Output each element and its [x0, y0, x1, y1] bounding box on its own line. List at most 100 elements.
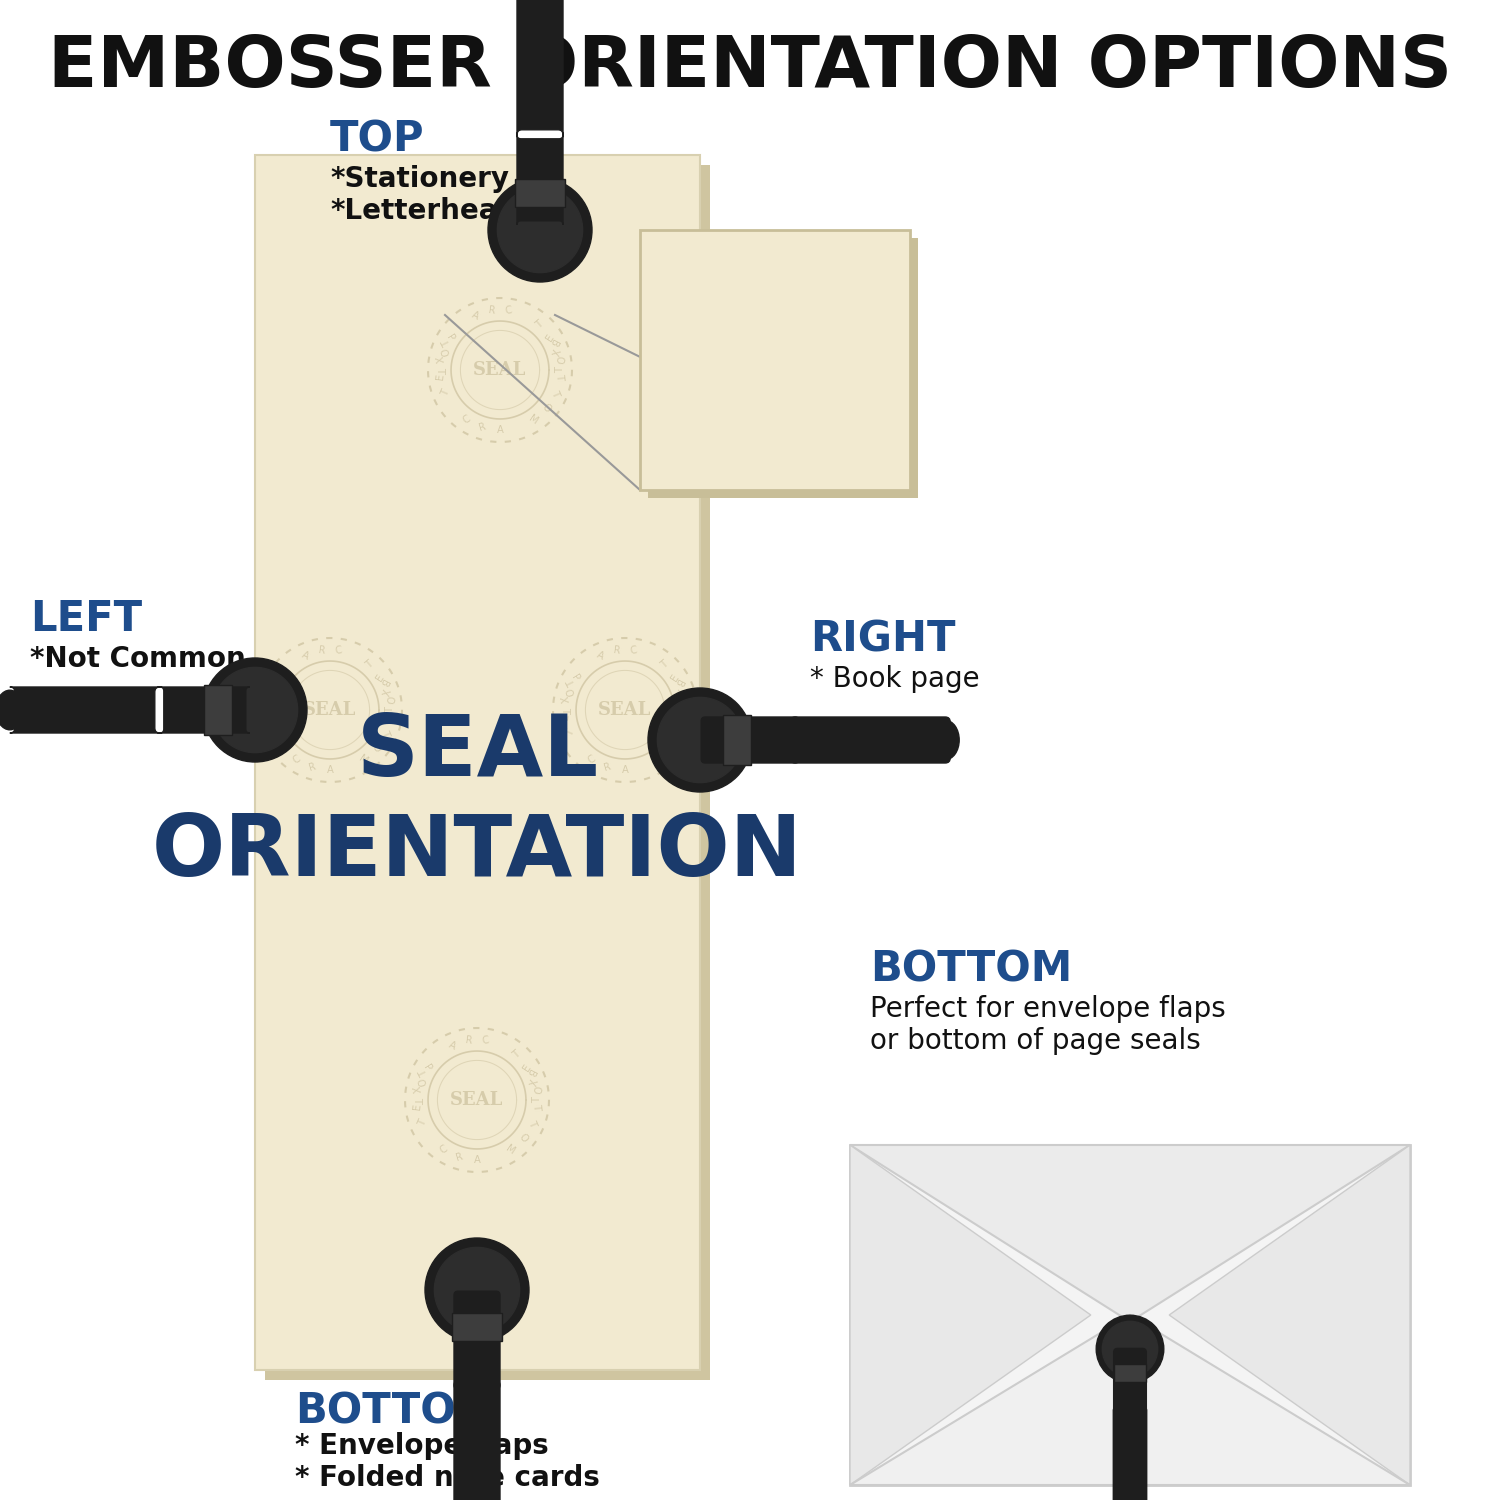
Text: C: C: [780, 296, 792, 310]
Text: X: X: [266, 694, 276, 703]
FancyBboxPatch shape: [518, 135, 562, 225]
Text: T: T: [1170, 1276, 1176, 1281]
Text: RIGHT: RIGHT: [810, 618, 956, 660]
Bar: [648, 238, 918, 498]
Text: C: C: [334, 645, 342, 657]
Text: O: O: [382, 694, 394, 703]
Circle shape: [1102, 1322, 1158, 1377]
Text: O: O: [844, 360, 859, 374]
Text: M: M: [357, 753, 369, 766]
Text: C: C: [1132, 1228, 1138, 1234]
Polygon shape: [850, 1316, 1410, 1485]
FancyBboxPatch shape: [454, 1380, 500, 1500]
Text: X: X: [435, 356, 447, 363]
Text: T: T: [1086, 1288, 1094, 1294]
Text: X: X: [690, 362, 705, 372]
Text: SEAL: SEAL: [474, 362, 526, 380]
Text: *Not Common: *Not Common: [30, 645, 246, 674]
Circle shape: [424, 1238, 530, 1342]
Text: R: R: [746, 448, 759, 464]
FancyBboxPatch shape: [700, 717, 800, 764]
Text: O: O: [678, 694, 690, 703]
Text: R: R: [759, 296, 770, 310]
Text: C: C: [504, 306, 513, 316]
Text: O: O: [267, 688, 279, 699]
Text: T: T: [1088, 1251, 1095, 1258]
Circle shape: [488, 178, 592, 282]
Text: T: T: [698, 339, 712, 351]
Text: C: C: [586, 754, 597, 766]
Text: T: T: [819, 314, 834, 328]
Text: T: T: [510, 1048, 522, 1060]
Text: T: T: [272, 678, 282, 688]
Text: T: T: [386, 706, 394, 712]
Text: C: C: [438, 1144, 450, 1156]
Text: T: T: [694, 405, 709, 418]
Text: O: O: [1084, 1258, 1092, 1266]
Text: A: A: [496, 424, 504, 435]
Text: O: O: [414, 1078, 426, 1089]
Circle shape: [435, 1248, 519, 1332]
Text: T: T: [554, 374, 564, 380]
Text: M: M: [651, 753, 664, 766]
FancyBboxPatch shape: [10, 687, 160, 734]
Text: R: R: [1120, 1228, 1126, 1234]
Text: X: X: [1084, 1263, 1090, 1269]
Text: T: T: [680, 706, 690, 712]
Text: R: R: [1114, 1312, 1120, 1318]
Bar: [204, 686, 232, 735]
Text: O: O: [530, 1084, 542, 1094]
Text: E: E: [266, 712, 276, 720]
Text: T: T: [435, 368, 445, 374]
Text: E: E: [690, 386, 703, 394]
Text: * Envelope flaps
* Folded note cards: * Envelope flaps * Folded note cards: [296, 1432, 600, 1492]
Text: E: E: [669, 672, 681, 682]
Text: B: B: [548, 338, 560, 348]
Text: A: A: [596, 650, 606, 662]
Text: T: T: [380, 729, 390, 738]
Text: T: T: [564, 729, 576, 738]
Text: B: B: [524, 1068, 537, 1078]
Text: X: X: [676, 688, 688, 698]
Text: R: R: [478, 422, 488, 434]
Text: X: X: [843, 352, 858, 364]
Text: SEAL: SEAL: [598, 700, 651, 718]
Text: A: A: [771, 453, 780, 466]
FancyBboxPatch shape: [160, 687, 250, 734]
Text: E: E: [1084, 1276, 1090, 1281]
Text: M: M: [1149, 1306, 1158, 1314]
Text: R: R: [612, 645, 621, 657]
Text: E: E: [561, 712, 572, 720]
Text: O: O: [664, 742, 676, 754]
Text: O: O: [827, 423, 844, 439]
Text: O: O: [436, 348, 448, 358]
Bar: [514, 180, 566, 207]
Text: X: X: [381, 688, 393, 698]
Text: TOP: TOP: [330, 118, 424, 160]
Text: M: M: [526, 414, 540, 426]
Text: M: M: [810, 438, 826, 454]
Text: E: E: [834, 332, 849, 345]
Polygon shape: [850, 1144, 1410, 1322]
Text: A: A: [621, 765, 628, 776]
Text: O: O: [692, 351, 706, 366]
Text: T: T: [680, 712, 690, 720]
Bar: [266, 165, 710, 1380]
Circle shape: [1096, 1316, 1164, 1383]
Text: X: X: [528, 1078, 540, 1088]
Text: O: O: [554, 354, 564, 364]
Text: R: R: [488, 306, 495, 316]
Text: E: E: [413, 1102, 423, 1110]
Text: X: X: [561, 694, 572, 703]
Text: T: T: [674, 729, 686, 738]
Text: P: P: [422, 1062, 432, 1072]
Text: X: X: [1168, 1258, 1174, 1266]
Text: P: P: [700, 332, 717, 345]
Ellipse shape: [0, 690, 24, 730]
Text: E: E: [435, 374, 445, 381]
FancyBboxPatch shape: [454, 1292, 500, 1389]
Text: T: T: [413, 1096, 422, 1102]
Text: E: E: [375, 672, 386, 682]
Text: A: A: [735, 302, 748, 316]
Bar: [640, 230, 910, 490]
